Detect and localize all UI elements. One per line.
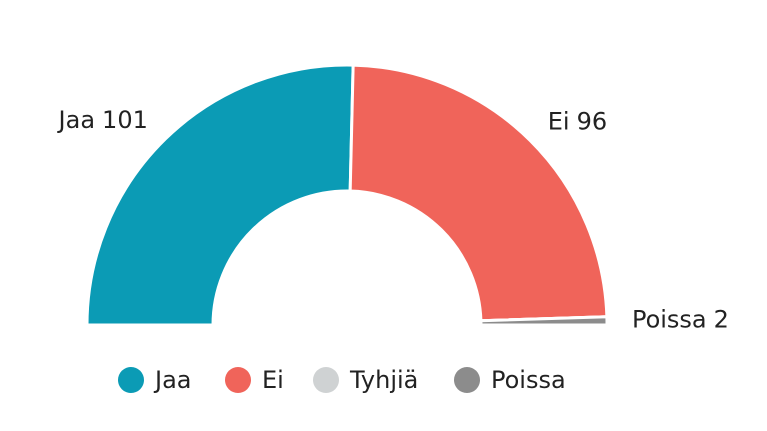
label-value: 96 — [577, 108, 608, 136]
label-value: 2 — [714, 306, 729, 334]
legend-swatch — [118, 367, 144, 393]
segment-label: Poissa 2 — [632, 306, 729, 334]
label-value: 101 — [102, 106, 148, 134]
legend-label: Ei — [262, 366, 284, 394]
label-name: Poissa — [632, 306, 707, 334]
segment-label: Ei 96 — [548, 108, 607, 136]
legend-swatch — [313, 367, 339, 393]
segment — [479, 315, 609, 327]
segment — [85, 63, 355, 327]
legend: Jaa Ei Tyhjiä Poissa — [118, 366, 566, 394]
labels: Jaa 101 Ei 96 Poissa 2 — [57, 106, 729, 333]
segment — [348, 63, 609, 323]
legend-label: Jaa — [153, 366, 192, 394]
label-name: Jaa — [57, 106, 96, 134]
legend-swatch — [225, 367, 251, 393]
legend-label: Poissa — [491, 366, 566, 394]
segment-label: Jaa 101 — [57, 106, 148, 134]
arcs — [85, 63, 609, 327]
legend-swatch — [454, 367, 480, 393]
legend-label: Tyhjiä — [349, 366, 418, 394]
label-name: Ei — [548, 108, 570, 136]
